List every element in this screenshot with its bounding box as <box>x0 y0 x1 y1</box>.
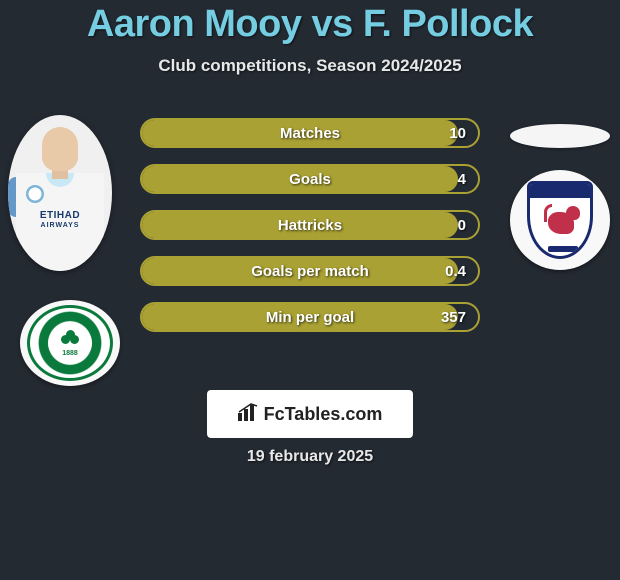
stat-value: 4 <box>458 164 466 194</box>
club-right-badge <box>510 170 610 270</box>
stat-value: 0 <box>458 210 466 240</box>
stat-label: Hattricks <box>140 210 480 240</box>
stat-value: 0.4 <box>445 256 466 286</box>
subtitle: Club competitions, Season 2024/2025 <box>0 56 620 76</box>
comparison-title: Aaron Mooy vs F. Pollock <box>0 3 620 46</box>
stat-bar: Matches10 <box>140 118 480 148</box>
stat-label: Goals per match <box>140 256 480 286</box>
stat-label: Matches <box>140 118 480 148</box>
player-right-placeholder <box>510 124 610 148</box>
stat-value: 10 <box>449 118 466 148</box>
stat-bar: Goals4 <box>140 164 480 194</box>
club-founded-year: 1888 <box>48 350 92 357</box>
stat-value: 357 <box>441 302 466 332</box>
lion-icon <box>544 204 582 242</box>
stat-bar: Hattricks0 <box>140 210 480 240</box>
content-area: ETIHAD AIRWAYS 1888 Matches10Goals4Hattr… <box>0 118 620 332</box>
stat-bar: Min per goal357 <box>140 302 480 332</box>
stats-bars: Matches10 Goals4 Hattricks0 Goals per match… <box>140 118 480 332</box>
fctables-text: FcTables.com <box>264 404 383 425</box>
fctables-watermark: FcTables.com <box>207 390 413 438</box>
stat-label: Min per goal <box>140 302 480 332</box>
stat-bar: Goals per match0.4 <box>140 256 480 286</box>
jersey-sponsor-sub: AIRWAYS <box>8 222 112 229</box>
date-text: 19 february 2025 <box>0 448 620 466</box>
club-left-badge: 1888 <box>20 300 120 386</box>
chart-icon <box>238 403 260 426</box>
clover-icon <box>61 331 79 349</box>
stat-label: Goals <box>140 164 480 194</box>
player-left-portrait: ETIHAD AIRWAYS <box>8 115 112 271</box>
jersey-sponsor: ETIHAD <box>8 210 112 221</box>
